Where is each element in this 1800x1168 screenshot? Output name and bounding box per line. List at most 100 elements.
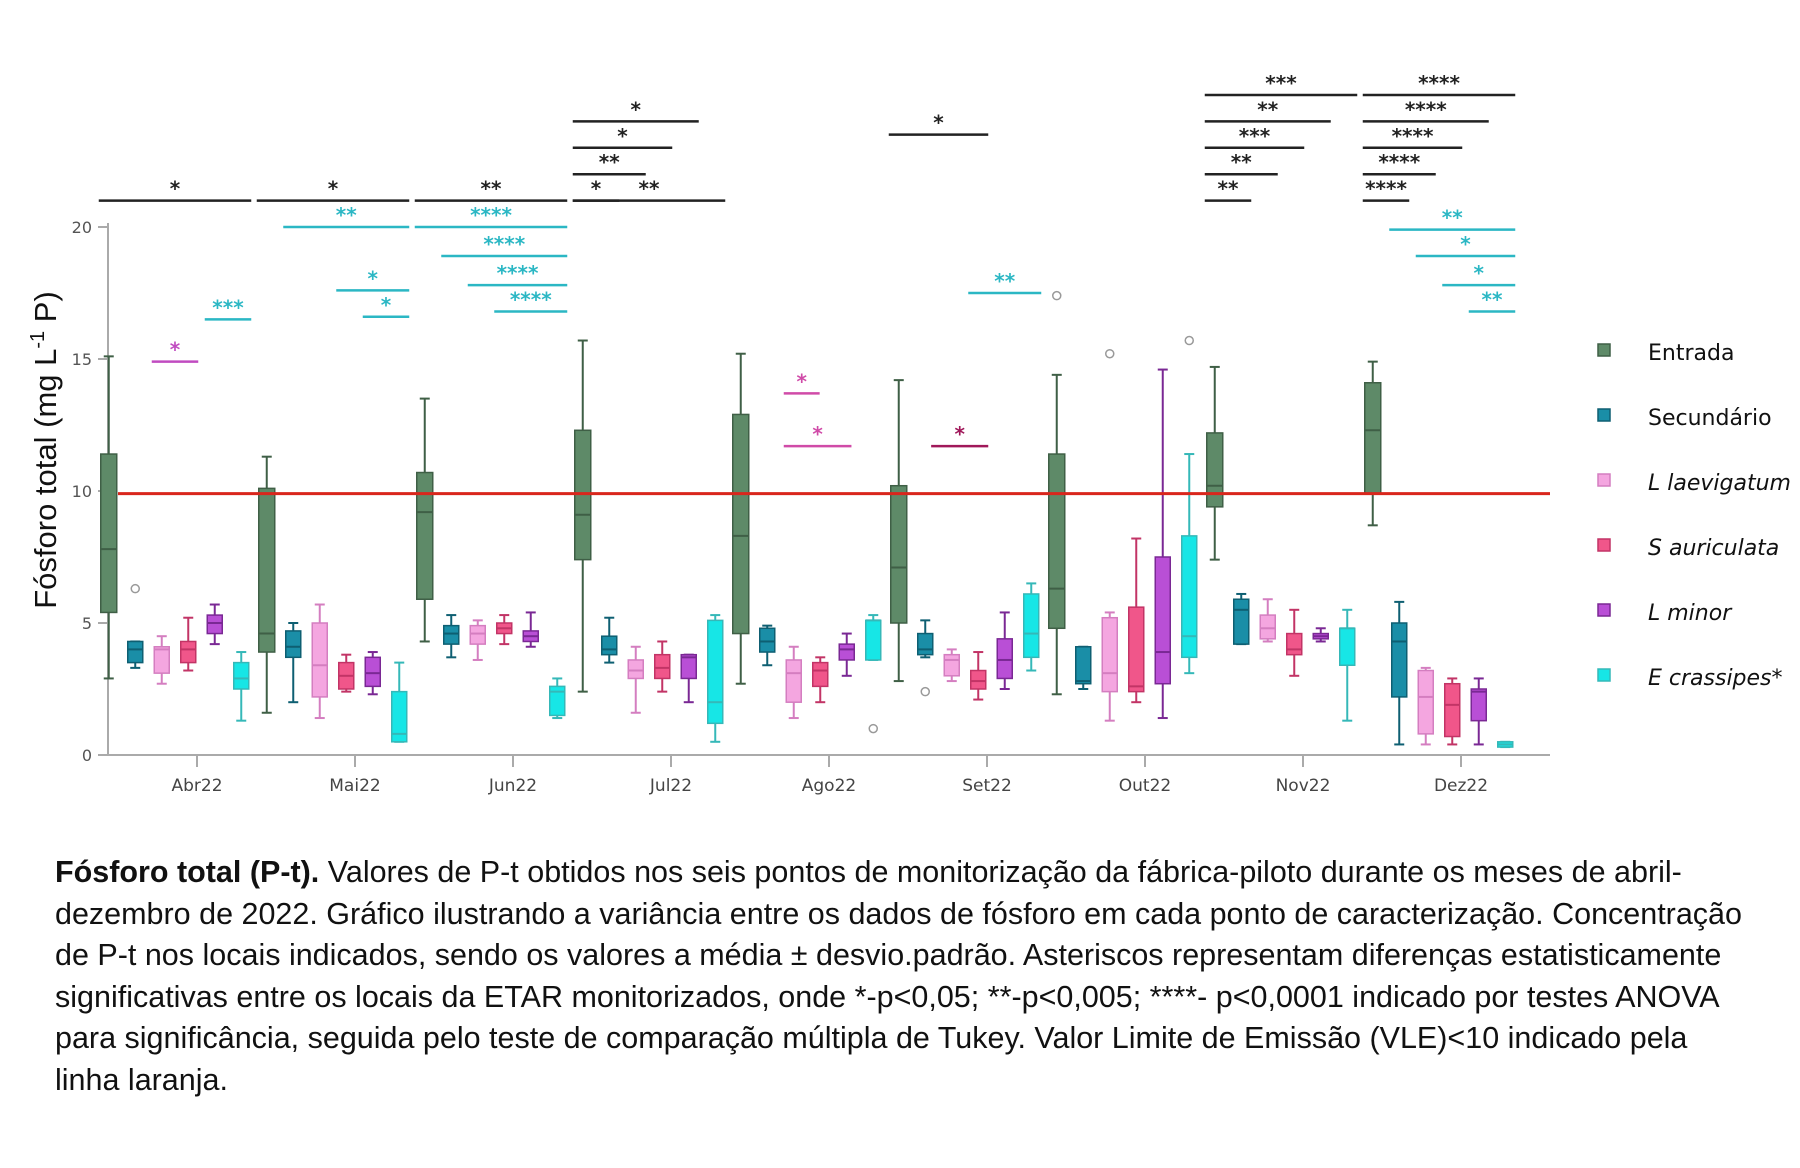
box-secundrio-ago22: [759, 624, 776, 667]
box-entrada-nov22: [1206, 365, 1224, 561]
box-llaevigatum-jun22: [469, 619, 486, 661]
legend-label: E crassipes*: [1648, 666, 1783, 691]
box-sauriculata-jun22: [496, 614, 513, 646]
y-axis-title-main: Fósforo total (mg L: [28, 349, 63, 609]
outlier-point: [1184, 335, 1194, 346]
box-iqr: [865, 619, 882, 661]
box-entrada-ago22: [732, 352, 750, 685]
box-llaevigatum-dez22: [1417, 666, 1434, 746]
box-iqr: [890, 484, 908, 624]
significance-stars: *: [617, 124, 628, 148]
box-iqr: [153, 646, 170, 674]
x-tick-label: Jul22: [649, 776, 692, 796]
box-llaevigatum-ago22: [785, 645, 802, 720]
significance-stars: **: [1442, 206, 1463, 230]
boxplot-chart: 0 5 10 15 20 Abr22 Mai22 Jun22 Jul22 Ago22 Set22 Ou…: [27, 71, 1791, 796]
significance-stars: *: [954, 422, 965, 446]
box-lminor-set22: [996, 611, 1013, 690]
significance-stars: **: [994, 269, 1015, 293]
box-entrada-dez22: [1364, 360, 1382, 527]
legend-swatch: [1597, 603, 1611, 617]
x-tick-label: Dez22: [1434, 776, 1488, 796]
box-iqr: [1339, 627, 1356, 666]
box-series: [100, 290, 1514, 749]
significance-stars: ****: [483, 232, 525, 256]
box-lminor-ago22: [838, 632, 855, 677]
box-iqr: [627, 659, 644, 680]
significance-stars: **: [336, 203, 357, 227]
box-iqr: [1181, 535, 1198, 659]
box-iqr: [443, 624, 460, 645]
x-tick-label: Abr22: [171, 776, 222, 796]
significance-stars: *: [1460, 232, 1471, 256]
box-secundrio-nov22: [1233, 592, 1250, 646]
significance-stars: ****: [1392, 124, 1434, 148]
box-secundrio-mai22: [285, 622, 302, 704]
legend-swatch: [1597, 343, 1611, 357]
box-lminor-jun22: [522, 611, 539, 648]
box-iqr: [1391, 622, 1408, 698]
legend: Entrada Secundário L laevigatum S auriculat…: [1597, 341, 1791, 691]
box-llaevigatum-abr22: [153, 635, 170, 685]
box-lminor-mai22: [364, 651, 381, 696]
box-llaevigatum-set22: [943, 648, 960, 683]
box-iqr: [996, 638, 1013, 680]
axes: 0 5 10 15 20 Abr22 Mai22 Jun22 Jul22 Ago22 Set22 Ou…: [72, 218, 1550, 796]
box-ecrassipes-set22: [1023, 582, 1040, 672]
box-sauriculata-jul22: [654, 640, 671, 693]
box-secundrio-jun22: [443, 614, 460, 659]
significance-stars: ****: [1405, 97, 1447, 121]
legend-label: L minor: [1648, 601, 1733, 626]
figure-caption: Fósforo total (P-t). Valores de P-t obti…: [55, 852, 1755, 1101]
box-iqr: [364, 656, 381, 688]
box-iqr: [1154, 556, 1171, 685]
significance-stars: **: [1218, 177, 1239, 201]
y-tick-label: 5: [82, 614, 92, 633]
y-tick-label: 0: [82, 746, 92, 765]
box-entrada-jun22: [416, 397, 434, 643]
x-tick-label: Set22: [962, 776, 1012, 796]
x-tick-label: Jun22: [488, 776, 537, 796]
box-secundrio-set22: [917, 619, 934, 697]
y-axis-title-sup: -1: [27, 331, 49, 349]
significance-stars: **: [1482, 287, 1503, 311]
legend-item-entrada: Entrada: [1597, 341, 1734, 366]
box-ecrassipes-ago22: [865, 614, 882, 734]
box-iqr: [549, 685, 566, 717]
significance-stars: *: [796, 369, 807, 393]
legend-swatch: [1597, 538, 1611, 552]
significance-stars: *: [381, 293, 392, 317]
box-iqr: [601, 635, 618, 656]
box-iqr: [812, 661, 829, 688]
legend-swatch: [1597, 668, 1611, 682]
significance-stars: *: [170, 338, 181, 362]
legend-label: Entrada: [1648, 341, 1734, 366]
box-iqr: [680, 653, 697, 680]
significance-stars: *: [368, 266, 379, 290]
box-iqr: [285, 630, 302, 659]
box-iqr: [1286, 632, 1303, 656]
box-secundrio-jul22: [601, 616, 618, 664]
box-iqr: [416, 471, 434, 600]
y-axis-title-end: P): [28, 291, 63, 331]
significance-stars: ***: [1265, 71, 1297, 95]
box-iqr: [970, 669, 987, 690]
outlier-point: [130, 583, 140, 594]
box-iqr: [759, 627, 776, 653]
box-sauriculata-abr22: [180, 616, 197, 672]
significance-stars: ***: [212, 295, 244, 319]
significance-stars: **: [1231, 150, 1252, 174]
caption-title: Fósforo total (P-t).: [55, 855, 320, 889]
box-ecrassipes-mai22: [391, 661, 408, 743]
significance-stars: *: [591, 177, 602, 201]
significance-stars: ***: [1239, 124, 1271, 148]
box-iqr: [917, 632, 934, 656]
box-sauriculata-set22: [970, 651, 987, 701]
box-iqr: [180, 640, 197, 664]
box-iqr: [1101, 616, 1118, 693]
box-ecrassipes-jun22: [549, 677, 566, 720]
legend-label: S auriculata: [1648, 536, 1779, 561]
box-sauriculata-ago22: [812, 656, 829, 704]
significance-stars: **: [1257, 97, 1278, 121]
x-tick-label: Ago22: [802, 776, 856, 796]
